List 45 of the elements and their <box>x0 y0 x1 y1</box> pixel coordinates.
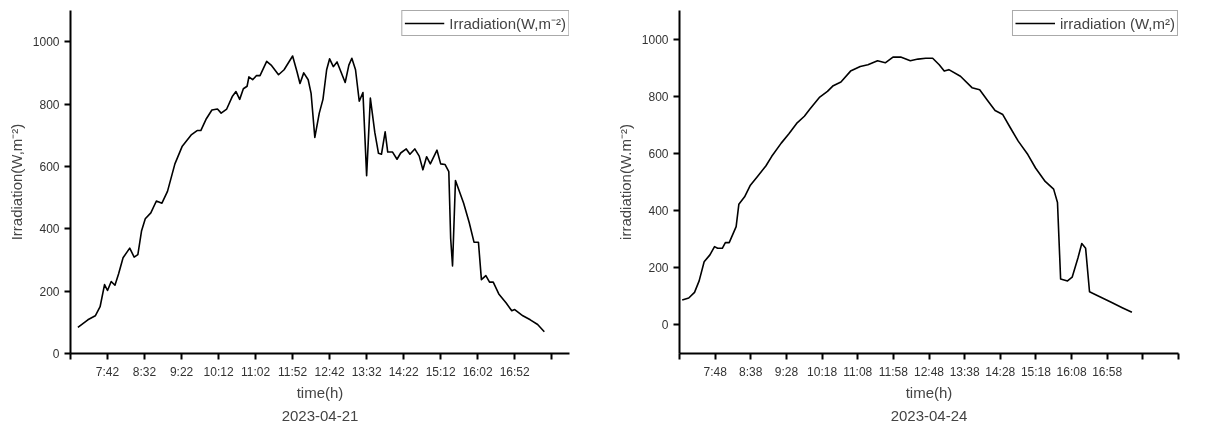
x-tick-label: 11:08 <box>843 364 873 379</box>
x-tick-label: 10:12 <box>203 364 234 379</box>
y-tick-label: 1000 <box>641 32 669 47</box>
x-tick-label: 15:18 <box>1020 364 1052 379</box>
x-tick-label: 8:38 <box>739 364 763 379</box>
x-tick-label: 13:32 <box>351 364 382 379</box>
y-tick-label: 800 <box>648 89 669 104</box>
x-tick-label: 16:52 <box>499 364 531 379</box>
x-axis-title: time(h) <box>296 383 344 401</box>
x-tick-label: 11:52 <box>278 364 308 379</box>
x-tick-label: 16:58 <box>1092 364 1123 379</box>
x-tick-label: 10:18 <box>807 364 838 379</box>
x-tick-label: 9:22 <box>169 364 194 379</box>
y-tick-label: 0 <box>52 347 60 361</box>
y-tick-label: 800 <box>39 97 60 112</box>
x-tick-label: 14:28 <box>985 364 1016 379</box>
y-tick-label: 200 <box>39 284 60 299</box>
x-tick-label: 16:08 <box>1056 364 1087 379</box>
x-tick-label: 7:42 <box>95 364 120 379</box>
x-axis-title: time(h) <box>905 383 953 401</box>
x-tick-label: 9:28 <box>774 364 799 379</box>
legend-label: Irradiation(W,m⁻²) <box>449 14 566 33</box>
x-tick-label: 12:48 <box>913 364 945 379</box>
y-tick-label: 400 <box>39 222 60 237</box>
y-tick-label: 600 <box>39 159 60 174</box>
text: 2023-04-21 <box>281 406 359 424</box>
y-axis-title: irradiation(W.m⁻²) <box>616 124 634 240</box>
y-axis-title: Irradiation(W,m⁻²) <box>7 123 25 241</box>
y-tick-label: 400 <box>648 204 669 219</box>
x-tick-label: 11:58 <box>878 364 909 379</box>
x-tick-label: 11:02 <box>241 364 271 379</box>
legend-label: irradiation (W,m²) <box>1059 14 1175 32</box>
x-tick-label: 14:22 <box>388 364 419 379</box>
y-tick-label: 0 <box>661 318 669 333</box>
y-tick-label: 1000 <box>32 35 60 50</box>
y-tick-label: 600 <box>648 146 669 161</box>
y-tick-label: 200 <box>648 261 669 276</box>
line-series <box>77 55 546 333</box>
x-tick-label: 13:38 <box>949 364 980 379</box>
x-tick-label: 8:32 <box>132 364 157 379</box>
x-tick-label: 15:12 <box>425 364 457 379</box>
x-tick-label: 12:42 <box>314 364 345 379</box>
text: 2023-04-24 <box>890 406 968 424</box>
x-tick-label: 7:48 <box>703 364 728 379</box>
x-tick-label: 16:02 <box>462 364 494 379</box>
